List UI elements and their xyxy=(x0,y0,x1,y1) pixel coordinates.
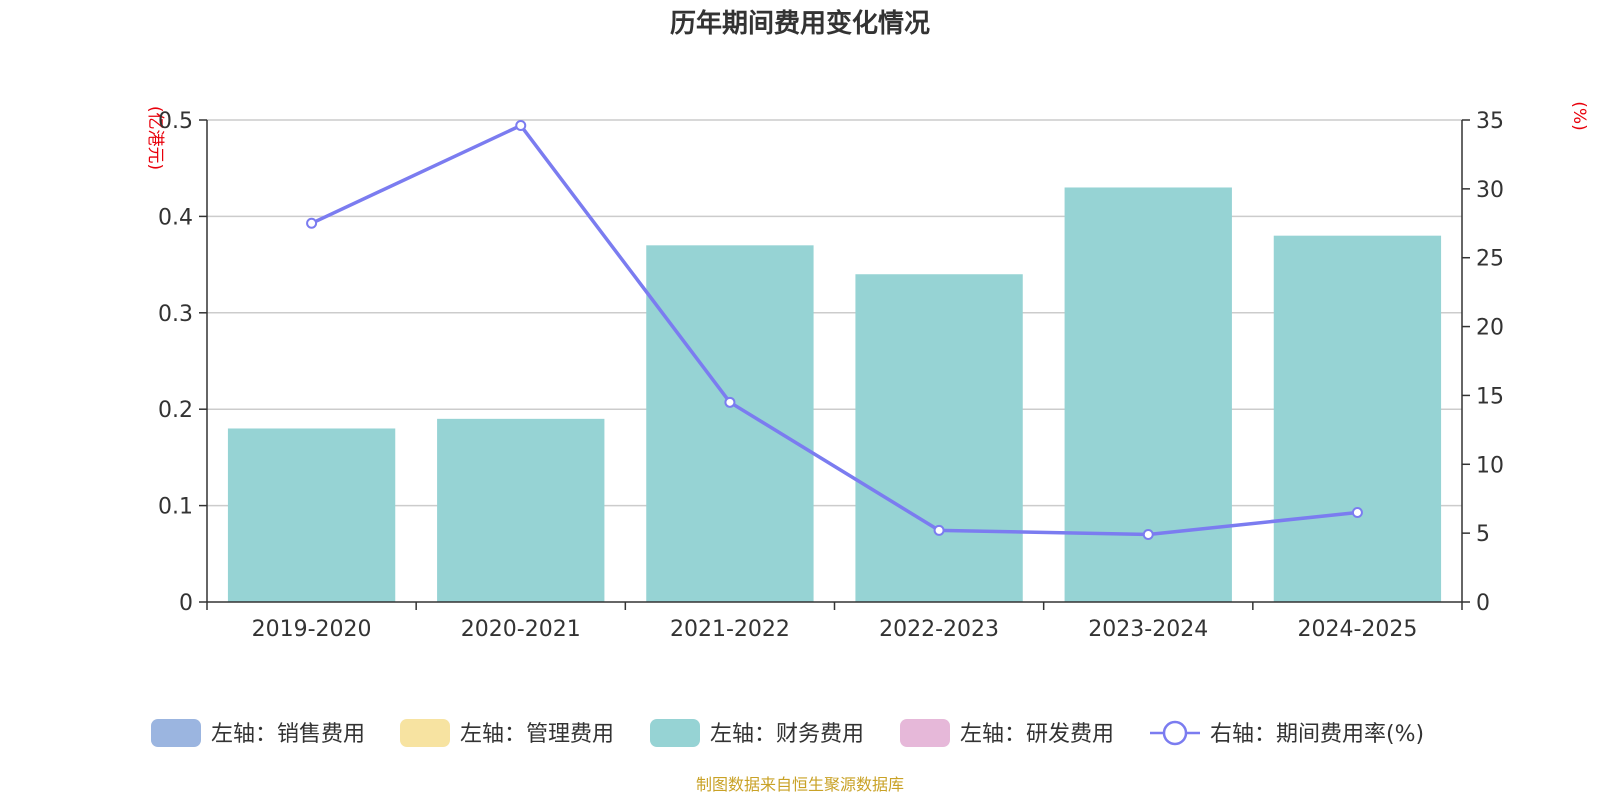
right-axis-tick-label: 15 xyxy=(1476,384,1504,409)
bar-2020-2021[interactable] xyxy=(437,418,605,602)
left-axis-tick-label: 0.4 xyxy=(158,205,193,230)
x-axis-category-label: 2022-2023 xyxy=(879,617,999,642)
right-axis-tick-label: 5 xyxy=(1476,522,1490,547)
right-axis-unit-label: (%) xyxy=(1569,101,1589,130)
line-point-2020-2021[interactable] xyxy=(515,120,527,132)
legend-swatch xyxy=(400,719,450,747)
legend-label: 左轴：财务费用 xyxy=(710,722,864,747)
line-point-2023-2024[interactable] xyxy=(1142,529,1154,541)
x-axis-category-label: 2020-2021 xyxy=(461,617,581,642)
source-note: 制图数据来自恒生聚源数据库 xyxy=(696,775,904,794)
line-point-2021-2022[interactable] xyxy=(724,396,736,408)
legend-swatch xyxy=(650,719,700,747)
left-axis-tick-label: 0.2 xyxy=(158,398,193,423)
right-axis-tick-label: 0 xyxy=(1476,591,1490,616)
left-axis-tick-label: 0.3 xyxy=(158,302,193,327)
legend[interactable]: 左轴：销售费用 左轴：管理费用 左轴：财务费用 左轴：研发费用 右轴：期间费用率(%) xyxy=(151,719,1424,747)
line-point-2022-2023[interactable] xyxy=(933,524,945,536)
legend-item[interactable]: 左轴：财务费用 xyxy=(650,719,864,747)
legend-label: 左轴：管理费用 xyxy=(460,722,614,747)
bar-2022-2023[interactable] xyxy=(855,274,1023,602)
line-series-expense-rate xyxy=(306,120,1363,541)
right-axis-tick-label: 25 xyxy=(1476,247,1504,272)
x-axis-category-label: 2023-2024 xyxy=(1088,617,1208,642)
legend-item[interactable]: 左轴：销售费用 xyxy=(151,719,365,747)
line-point-2024-2025[interactable] xyxy=(1351,506,1363,518)
chart-title: 历年期间费用变化情况 xyxy=(670,8,930,39)
legend-item[interactable]: 左轴：研发费用 xyxy=(900,719,1114,747)
legend-label: 左轴：研发费用 xyxy=(960,722,1114,747)
left-axis-tick-label: 0.5 xyxy=(158,109,193,134)
legend-swatch xyxy=(151,719,201,747)
right-axis-tick-label: 20 xyxy=(1476,316,1504,341)
x-axis-category-label: 2019-2020 xyxy=(252,617,372,642)
right-axis-tick-label: 10 xyxy=(1476,453,1504,478)
x-axis-category-label: 2021-2022 xyxy=(670,617,790,642)
bar-2024-2025[interactable] xyxy=(1273,235,1442,602)
left-axis-tick-label: 0 xyxy=(179,591,193,616)
left-axis-unit-label: (亿港元) xyxy=(145,106,165,170)
legend-label: 右轴：期间费用率(%) xyxy=(1210,722,1424,747)
legend-label: 左轴：销售费用 xyxy=(211,722,365,747)
legend-item[interactable]: 右轴：期间费用率(%) xyxy=(1150,720,1424,747)
axes: (亿港元) (%) 0 0.1 0.2 0.3 0.4 0.5 0 5 10 15 20 25 30 35… xyxy=(145,101,1589,642)
legend-item[interactable]: 左轴：管理费用 xyxy=(400,719,614,747)
x-axis-category-label: 2024-2025 xyxy=(1297,617,1417,642)
right-axis-tick-label: 35 xyxy=(1476,109,1504,134)
right-axis-tick-label: 30 xyxy=(1476,178,1504,203)
legend-swatch xyxy=(900,719,950,747)
line-point-2019-2020[interactable] xyxy=(306,217,318,229)
bar-2019-2020[interactable] xyxy=(227,428,396,602)
expense-rate-line xyxy=(310,123,1358,537)
left-axis-tick-label: 0.1 xyxy=(158,495,193,520)
gridlines xyxy=(207,119,1462,507)
bar-series-financial-expense xyxy=(227,187,1442,603)
legend-circle-marker xyxy=(1162,720,1188,746)
bar-2021-2022[interactable] xyxy=(646,245,814,602)
